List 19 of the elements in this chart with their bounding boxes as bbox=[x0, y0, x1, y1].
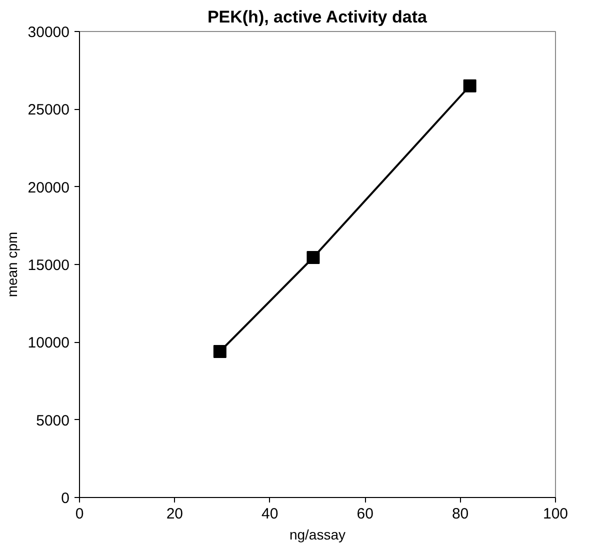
y-tick-label: 5000 bbox=[36, 412, 70, 430]
y-tick-label: 0 bbox=[61, 490, 70, 507]
y-tick-label: 30000 bbox=[28, 24, 70, 41]
x-tick-label: 60 bbox=[356, 506, 374, 522]
chart-title: PEK(h), active Activity data bbox=[207, 8, 428, 26]
point bbox=[213, 344, 226, 358]
point bbox=[463, 79, 476, 92]
y-tick-label: 10000 bbox=[28, 334, 70, 352]
x-tick-label: 20 bbox=[166, 506, 184, 522]
x-tick-label: 40 bbox=[262, 506, 278, 522]
point bbox=[306, 251, 320, 264]
y-tick-label: 20000 bbox=[28, 179, 70, 196]
x-tick-label: 0 bbox=[75, 506, 84, 522]
x-tick-label: 100 bbox=[542, 506, 568, 522]
x-axis-title: ng/assay bbox=[289, 526, 346, 542]
y-tick-label: 25000 bbox=[28, 102, 70, 119]
y-tick-label: 15000 bbox=[28, 257, 70, 274]
y-axis-title: mean cpm bbox=[4, 232, 20, 298]
x-tick-label: 80 bbox=[452, 506, 469, 522]
